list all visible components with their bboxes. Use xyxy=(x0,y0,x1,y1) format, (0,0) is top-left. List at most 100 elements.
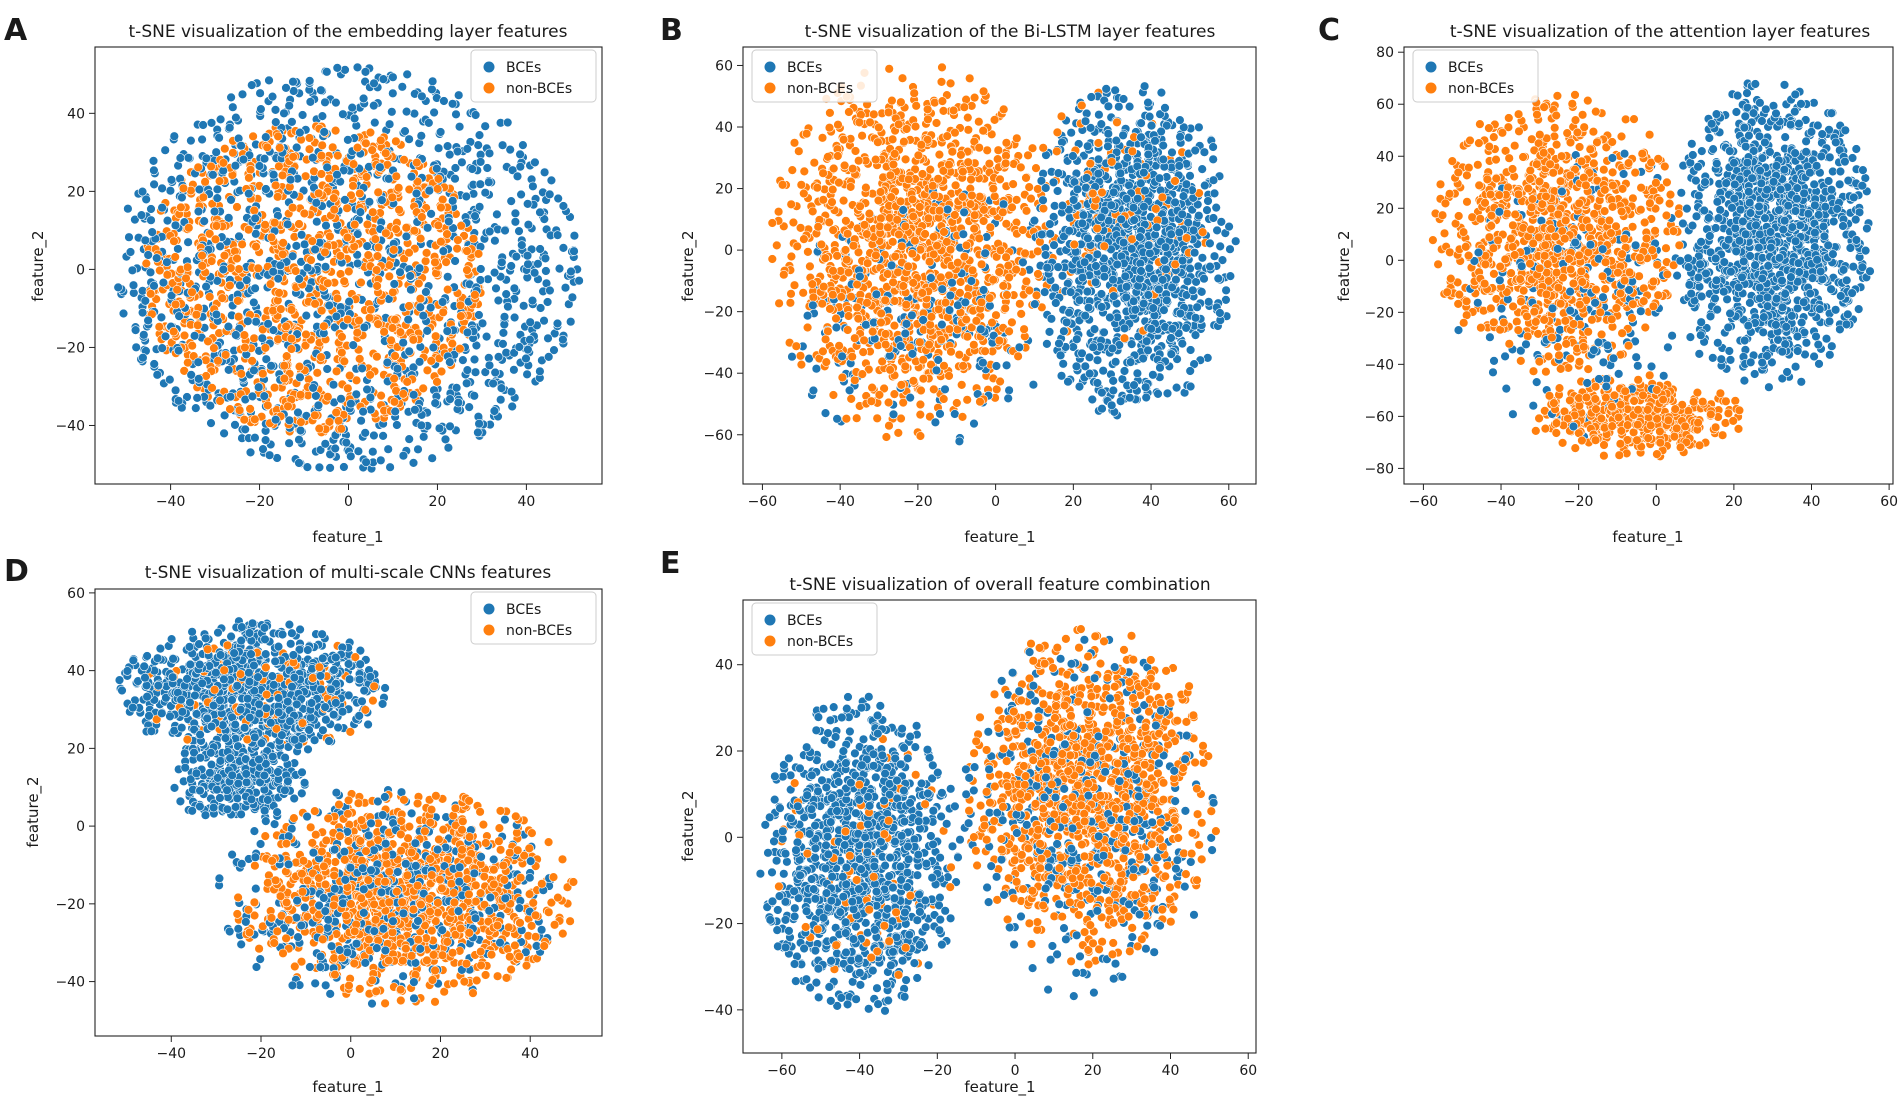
data-point xyxy=(1124,180,1134,191)
data-point xyxy=(330,443,340,454)
data-point xyxy=(501,348,511,358)
data-point xyxy=(430,257,440,267)
data-point xyxy=(490,367,500,378)
data-point xyxy=(1097,404,1107,414)
x-axis-label: feature_1 xyxy=(312,528,383,547)
data-point xyxy=(175,153,186,163)
data-point xyxy=(915,409,925,420)
data-point xyxy=(499,312,510,322)
data-point xyxy=(497,257,507,268)
data-point xyxy=(496,395,506,405)
data-point xyxy=(525,335,535,345)
data-point xyxy=(201,281,211,292)
data-point xyxy=(325,231,335,242)
data-point xyxy=(187,341,197,351)
data-point xyxy=(408,335,419,345)
data-point xyxy=(217,293,228,303)
data-point xyxy=(390,314,400,325)
data-point xyxy=(301,329,311,340)
data-point xyxy=(236,369,247,379)
data-point xyxy=(381,148,391,158)
panel-title: t-SNE visualization of the embedding lay… xyxy=(129,22,568,42)
data-point xyxy=(1082,286,1093,297)
data-point xyxy=(788,217,799,228)
data-point xyxy=(160,331,171,342)
data-point xyxy=(1039,287,1050,297)
data-point xyxy=(353,446,364,456)
data-point xyxy=(490,236,500,246)
data-point xyxy=(828,225,838,235)
data-point xyxy=(796,359,807,370)
data-point xyxy=(247,80,257,90)
data-point xyxy=(925,164,935,175)
data-point xyxy=(401,223,411,233)
data-point xyxy=(786,251,797,262)
scatter-points xyxy=(767,62,1241,446)
data-point xyxy=(786,289,796,299)
data-point xyxy=(331,366,342,376)
data-point xyxy=(279,361,289,371)
data-point xyxy=(509,365,519,375)
data-point xyxy=(839,160,850,171)
data-point xyxy=(312,368,322,378)
data-point xyxy=(525,317,535,327)
data-point xyxy=(436,202,446,213)
data-point xyxy=(458,355,468,365)
data-point xyxy=(1197,164,1207,174)
data-point xyxy=(1166,333,1176,343)
data-point xyxy=(421,287,431,297)
data-point xyxy=(378,431,388,441)
data-point xyxy=(350,219,360,230)
data-point xyxy=(492,209,502,220)
data-point xyxy=(230,420,240,430)
data-point xyxy=(915,399,926,410)
data-point xyxy=(979,205,989,215)
data-point xyxy=(1177,338,1188,349)
data-point xyxy=(969,418,979,429)
data-point xyxy=(1020,248,1030,259)
data-point xyxy=(251,317,261,327)
data-point xyxy=(365,370,375,380)
data-point xyxy=(348,181,358,191)
data-point xyxy=(995,376,1005,387)
data-point xyxy=(774,298,784,308)
data-point xyxy=(137,307,148,318)
data-point xyxy=(1068,195,1079,205)
data-point xyxy=(260,220,270,230)
data-point xyxy=(1108,376,1118,386)
data-point xyxy=(566,266,576,277)
data-point xyxy=(539,167,550,178)
data-point xyxy=(447,99,458,109)
data-point xyxy=(935,409,945,419)
data-point xyxy=(456,311,466,321)
y-axis-label: feature_2 xyxy=(29,230,48,301)
data-point xyxy=(844,385,855,396)
data-point xyxy=(915,337,925,347)
data-point xyxy=(323,392,333,402)
data-point xyxy=(517,240,527,250)
data-point xyxy=(1002,290,1012,300)
data-point xyxy=(1125,357,1136,367)
data-point xyxy=(475,179,485,189)
data-point xyxy=(1190,330,1201,340)
legend-marker-non-bces xyxy=(483,82,495,94)
data-point xyxy=(1224,221,1234,232)
data-point xyxy=(1052,186,1063,196)
data-point xyxy=(390,351,400,361)
data-point xyxy=(191,310,202,320)
data-point xyxy=(231,112,241,123)
data-point xyxy=(957,192,968,202)
data-point xyxy=(249,297,259,308)
data-point xyxy=(179,330,190,341)
data-point xyxy=(389,279,399,289)
data-point xyxy=(809,158,819,168)
data-point xyxy=(787,165,797,175)
data-point xyxy=(170,385,181,395)
data-point xyxy=(285,175,296,185)
data-point xyxy=(1213,273,1224,284)
data-point xyxy=(1099,327,1109,338)
data-point xyxy=(456,221,466,231)
data-point xyxy=(404,134,414,144)
data-point xyxy=(1194,211,1204,221)
data-point xyxy=(954,436,965,446)
